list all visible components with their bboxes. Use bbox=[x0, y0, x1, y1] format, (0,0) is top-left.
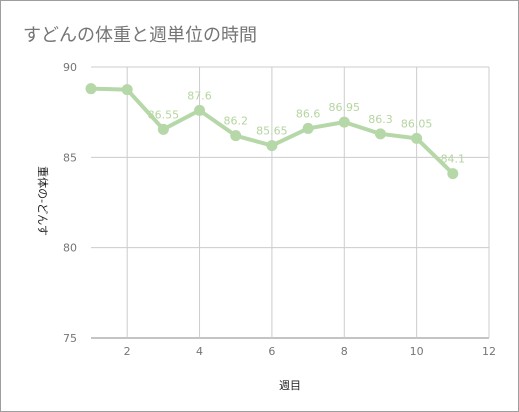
data-point bbox=[411, 132, 423, 144]
data-point bbox=[194, 104, 206, 116]
data-label: 86.6 bbox=[296, 107, 321, 120]
tick-labels: 75 80 85 90 2 4 6 8 10 12 bbox=[63, 61, 496, 358]
x-tick-label: 8 bbox=[341, 345, 348, 358]
y-tick-label: 85 bbox=[63, 151, 77, 164]
data-label: 86.05 bbox=[401, 117, 433, 130]
data-label: 86.2 bbox=[223, 115, 248, 128]
data-points bbox=[85, 83, 459, 180]
y-tick-label: 90 bbox=[63, 61, 77, 74]
chart-title: すどんの体重と週単位の時間 bbox=[23, 25, 257, 46]
x-tick-label: 10 bbox=[410, 345, 424, 358]
data-point bbox=[157, 123, 169, 135]
x-tick-label: 4 bbox=[196, 345, 203, 358]
x-tick-label: 6 bbox=[268, 345, 275, 358]
data-label: 85.65 bbox=[256, 125, 288, 138]
y-axis-title: 重体の-どんす bbox=[36, 166, 50, 236]
data-point bbox=[85, 83, 97, 95]
data-label: 86.55 bbox=[148, 108, 180, 121]
data-label: 86.95 bbox=[329, 101, 361, 114]
y-tick-label: 80 bbox=[63, 242, 77, 255]
data-point bbox=[302, 122, 314, 134]
data-label: 84.1 bbox=[441, 153, 466, 166]
data-point bbox=[266, 140, 278, 152]
x-tick-label: 2 bbox=[124, 345, 131, 358]
data-label: 86.3 bbox=[368, 113, 393, 126]
data-point bbox=[447, 168, 459, 180]
data-labels: 86.55 87.6 86.2 85.65 86.6 86.95 86.3 86.05 84.1 bbox=[148, 89, 465, 165]
y-tick-label: 75 bbox=[63, 332, 77, 345]
data-point bbox=[230, 130, 242, 142]
data-point bbox=[121, 84, 133, 96]
data-point bbox=[338, 116, 350, 128]
data-label: 87.6 bbox=[187, 89, 212, 102]
x-tick-label: 12 bbox=[482, 345, 496, 358]
data-point bbox=[374, 128, 386, 140]
x-axis-title: 週目 bbox=[279, 379, 301, 392]
grid-lines bbox=[91, 66, 490, 339]
